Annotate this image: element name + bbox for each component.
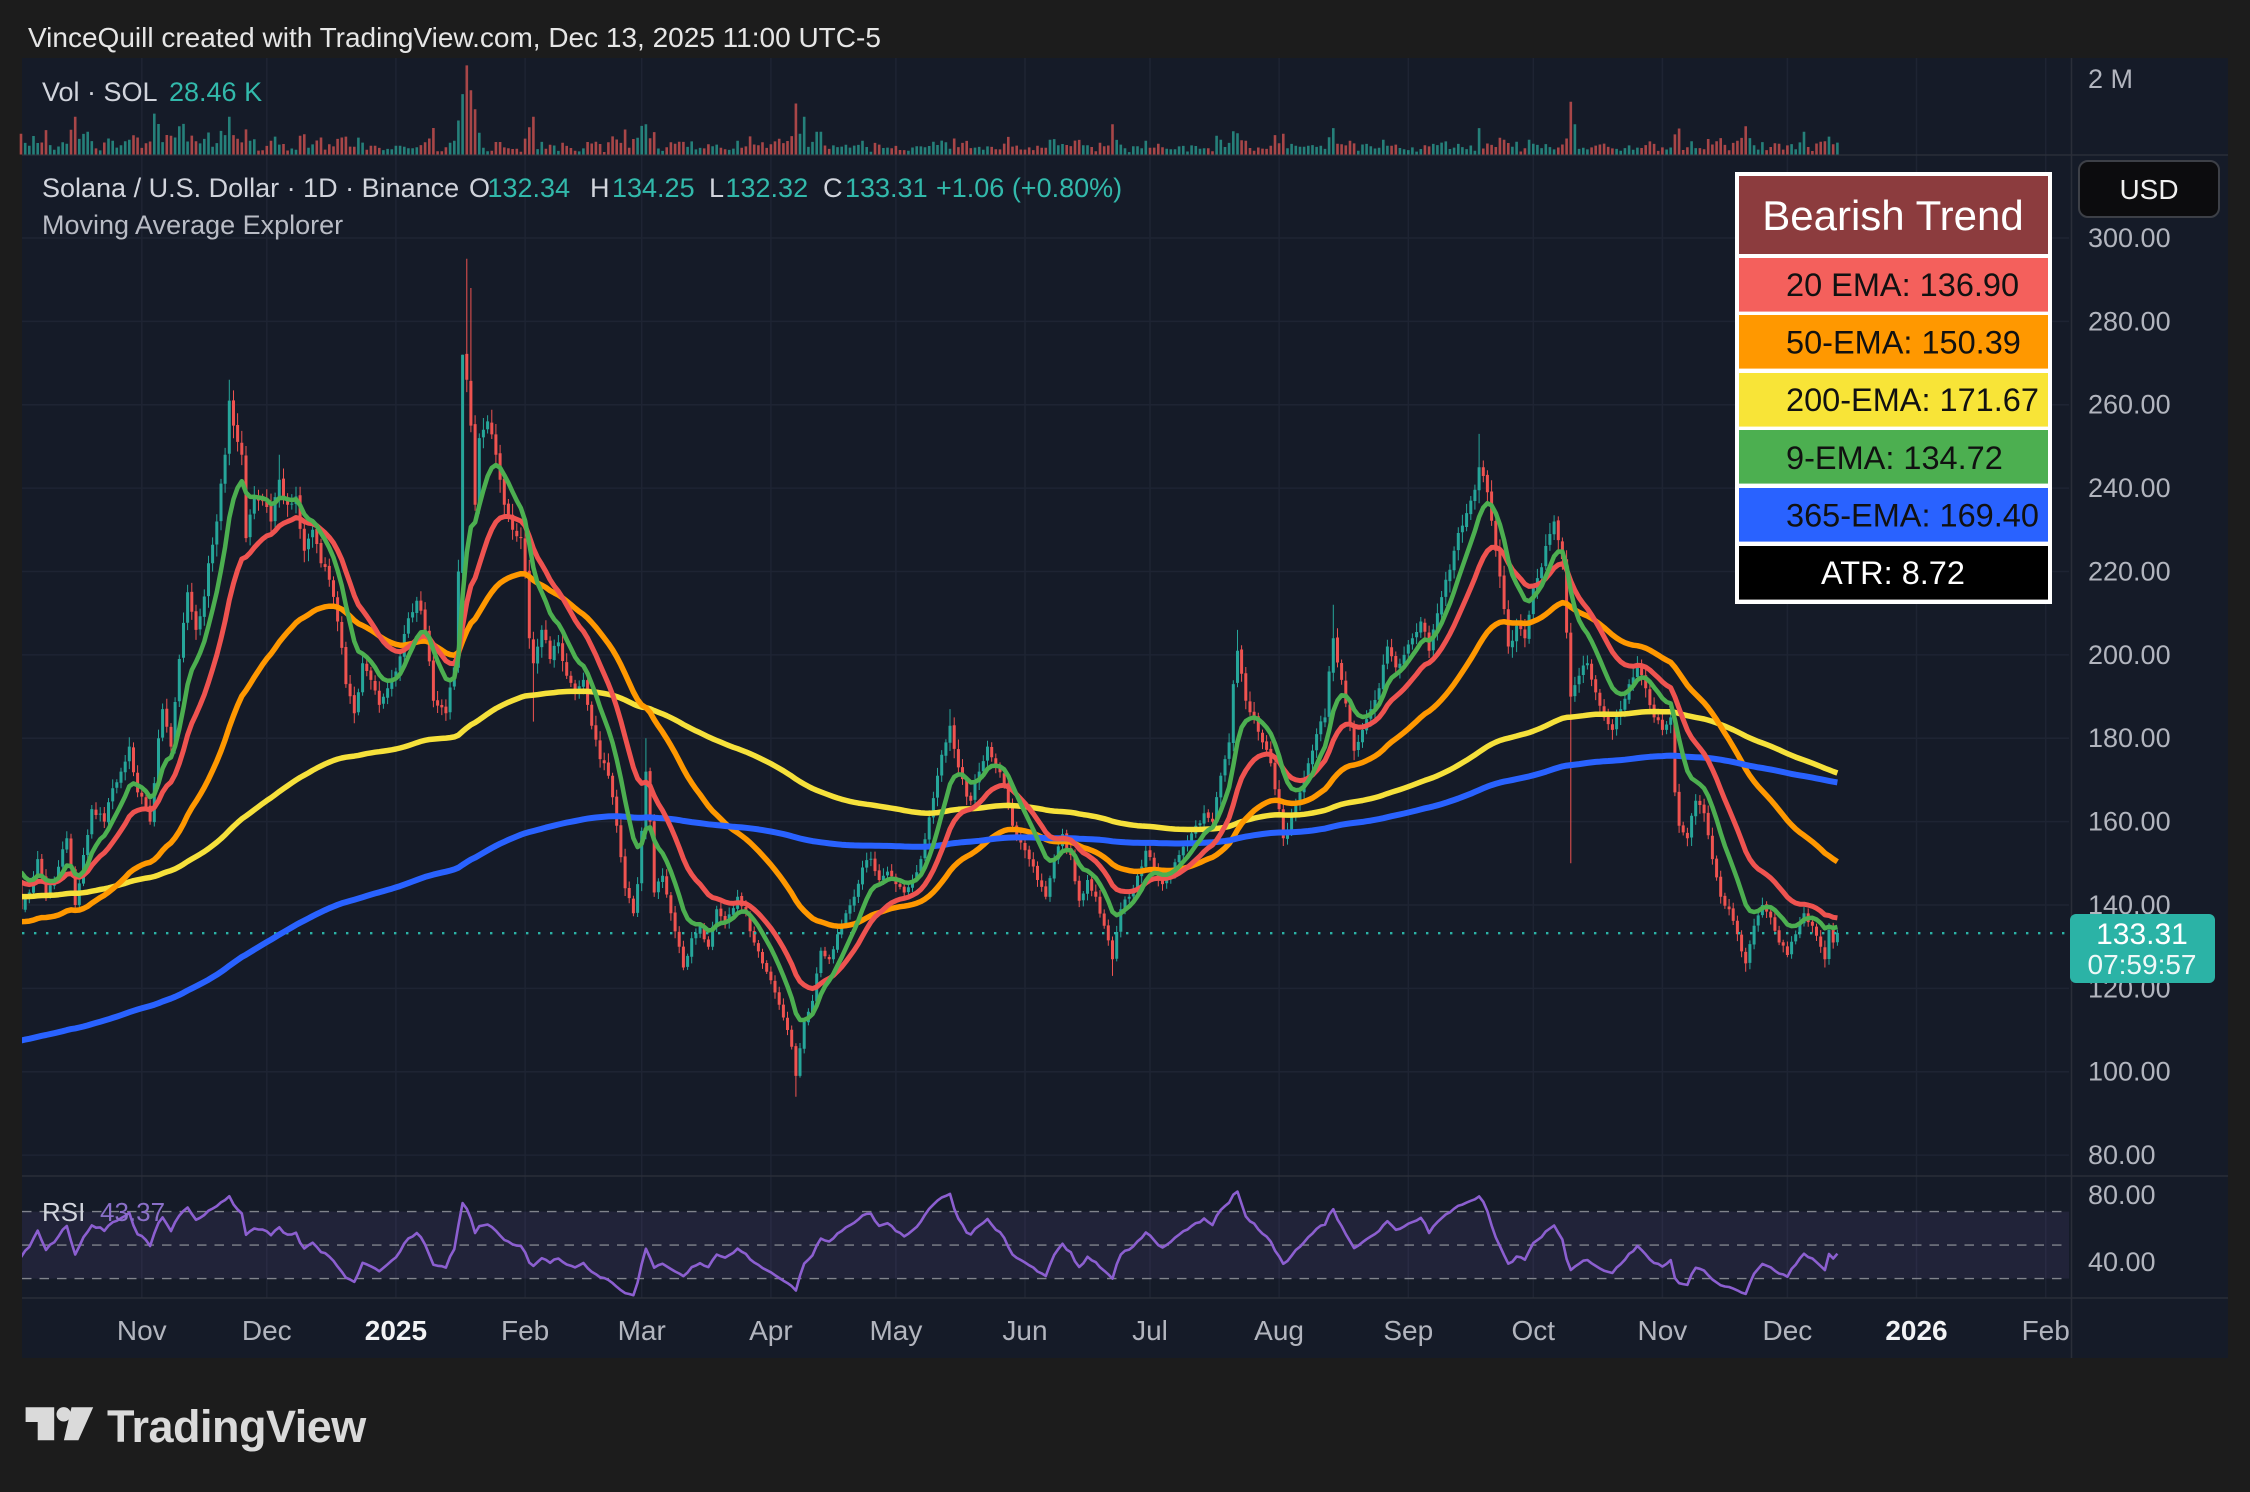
svg-text:RSI: RSI (42, 1197, 85, 1227)
svg-text:07:59:57: 07:59:57 (2088, 949, 2197, 980)
svg-text:280.00: 280.00 (2088, 306, 2171, 336)
svg-text:Aug: Aug (1254, 1315, 1304, 1346)
svg-text:180.00: 180.00 (2088, 723, 2171, 753)
svg-text:Solana / U.S. Dollar · 1D · Bi: Solana / U.S. Dollar · 1D · Binance (42, 173, 459, 203)
svg-text:+1.06 (+0.80%): +1.06 (+0.80%) (936, 173, 1122, 203)
svg-text:133.31: 133.31 (2096, 918, 2188, 951)
svg-text:80.00: 80.00 (2088, 1140, 2156, 1170)
svg-text:May: May (869, 1315, 922, 1346)
svg-text:28.46 K: 28.46 K (169, 77, 262, 107)
svg-text:Mar: Mar (618, 1315, 666, 1346)
svg-text:Oct: Oct (1512, 1315, 1556, 1346)
svg-text:Vol · SOL: Vol · SOL (42, 77, 158, 107)
svg-text:20 EMA: 136.90: 20 EMA: 136.90 (1786, 267, 2019, 303)
svg-text:Bearish Trend: Bearish Trend (1762, 192, 2023, 239)
svg-text:O: O (469, 173, 490, 203)
svg-text:80.00: 80.00 (2088, 1180, 2156, 1210)
svg-text:50-EMA: 150.39: 50-EMA: 150.39 (1786, 325, 2021, 361)
svg-text:132.34: 132.34 (488, 173, 571, 203)
svg-text:133.31: 133.31 (845, 173, 928, 203)
svg-text:134.25: 134.25 (612, 173, 695, 203)
svg-text:Apr: Apr (749, 1315, 793, 1346)
svg-text:TradingView: TradingView (107, 1401, 367, 1452)
svg-text:200-EMA: 171.67: 200-EMA: 171.67 (1786, 382, 2039, 418)
svg-text:VinceQuill created with Tradin: VinceQuill created with TradingView.com,… (28, 22, 881, 53)
svg-text:Dec: Dec (242, 1315, 292, 1346)
svg-text:132.32: 132.32 (726, 173, 809, 203)
svg-text:220.00: 220.00 (2088, 557, 2171, 587)
svg-text:Nov: Nov (1638, 1315, 1688, 1346)
svg-text:260.00: 260.00 (2088, 390, 2171, 420)
svg-text:USD: USD (2119, 174, 2178, 205)
svg-text:Jun: Jun (1002, 1315, 1047, 1346)
svg-text:2 M: 2 M (2088, 64, 2133, 94)
svg-text:Dec: Dec (1763, 1315, 1813, 1346)
svg-text:Feb: Feb (2022, 1315, 2070, 1346)
svg-text:40.00: 40.00 (2088, 1247, 2156, 1277)
svg-text:2025: 2025 (365, 1315, 427, 1346)
svg-text:43.37: 43.37 (100, 1197, 165, 1227)
svg-text:H: H (590, 173, 610, 203)
svg-text:L: L (709, 173, 724, 203)
svg-text:240.00: 240.00 (2088, 473, 2171, 503)
svg-text:Jul: Jul (1132, 1315, 1168, 1346)
svg-text:Feb: Feb (501, 1315, 549, 1346)
svg-text:100.00: 100.00 (2088, 1057, 2171, 1087)
svg-text:9-EMA: 134.72: 9-EMA: 134.72 (1786, 440, 2003, 476)
svg-text:300.00: 300.00 (2088, 223, 2171, 253)
svg-text:2026: 2026 (1885, 1315, 1947, 1346)
svg-text:C: C (823, 173, 843, 203)
svg-text:ATR: 8.72: ATR: 8.72 (1821, 555, 1965, 591)
svg-text:Nov: Nov (117, 1315, 167, 1346)
svg-text:Moving Average Explorer: Moving Average Explorer (42, 210, 343, 240)
svg-text:200.00: 200.00 (2088, 640, 2171, 670)
svg-text:Sep: Sep (1383, 1315, 1433, 1346)
svg-text:160.00: 160.00 (2088, 807, 2171, 837)
svg-text:365-EMA: 169.40: 365-EMA: 169.40 (1786, 497, 2039, 533)
